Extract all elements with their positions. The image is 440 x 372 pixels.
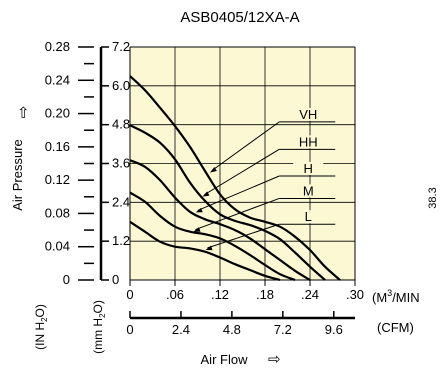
y-tick-label-inh2o: 0.12: [45, 172, 70, 187]
y-unit-mmh2o: (mm H2O): [91, 300, 107, 354]
curve-label-m: M: [303, 183, 314, 198]
y-tick-label-inh2o: 0.20: [45, 106, 70, 121]
curve-label-hh: HH: [299, 134, 318, 149]
x-axis-label: Air Flow: [201, 352, 249, 367]
curve-label-bg-h: [293, 161, 324, 175]
y-tick-label-mmh2o: 6.0: [112, 78, 130, 93]
curve-label-leader-l: [207, 223, 280, 249]
y-tick-label-mmh2o: 0: [112, 272, 119, 287]
x-tick-label-m3min: .30: [346, 287, 364, 302]
curve-label-h: H: [304, 161, 313, 176]
y-tick-label-mmh2o: 4.8: [112, 117, 130, 132]
x-axis-arrow-icon: ⇨: [268, 351, 281, 368]
curve-label-arrowhead-vh: [210, 166, 217, 173]
series-line-h: [129, 159, 311, 281]
y-ticks-mmh2o: 0 1.2 2.4 3.6 4.8 6.0 7.2: [101, 39, 130, 287]
y-tick-label-mmh2o: 2.4: [112, 194, 130, 209]
y-tick-label-inh2o: 0.04: [45, 239, 70, 254]
curve-label-bg-hh: [293, 135, 324, 149]
x-tick-label-m3min: 0: [126, 287, 133, 302]
x-tick-label-cfm: 2.4: [172, 322, 190, 337]
x-unit-m3min: (M3/MIN: [372, 288, 420, 305]
curve-label-bg-m: [293, 184, 324, 198]
series-line-vh: [129, 75, 341, 281]
curve-label-vh: VH: [299, 107, 317, 122]
y-tick-label-inh2o: 0.08: [45, 205, 70, 220]
x-ticks-cfm: 0 2.4 4.8 7.2 9.6: [126, 311, 343, 337]
y-axis-arrow-icon: ⇨: [15, 106, 32, 119]
y-tick-label-inh2o: 0.24: [45, 72, 70, 87]
x-tick-label-m3min: .18: [256, 287, 274, 302]
y-tick-label-inh2o: 0.28: [45, 39, 70, 54]
y-ticks-inh2o: 0 0.04 0.08 0.12 0.16 0.20 0.24 0.28: [45, 39, 94, 287]
x-tick-label-m3min: .24: [301, 287, 319, 302]
curve-label-arrowhead-l: [205, 245, 213, 251]
y-axis-label: Air Pressure: [10, 139, 25, 211]
curve-label-arrowhead-m: [193, 227, 201, 232]
x-tick-label-cfm: 9.6: [325, 322, 343, 337]
x-tick-label-cfm: 0: [126, 322, 133, 337]
x-unit-cfm: (CFM): [377, 320, 414, 335]
x-tick-label-m3min: .12: [211, 287, 229, 302]
series-line-l: [129, 220, 281, 282]
curve-label-leader-h: [197, 175, 280, 211]
x-tick-label-cfm: 7.2: [274, 322, 292, 337]
x-tick-label-m3min: .06: [166, 287, 184, 302]
y-tick-label-mmh2o: 1.2: [112, 233, 130, 248]
x-tick-label-cfm: 4.8: [223, 322, 241, 337]
x-ticks-m3min: 0 .06 .12 .18 .24 .30: [126, 280, 364, 302]
curve-label-bg-l: [293, 210, 324, 224]
curve-label-arrowhead-h: [195, 207, 203, 213]
y-tick-label-inh2o: 0.16: [45, 139, 70, 154]
curve-label-leader-vh: [211, 121, 280, 171]
y-unit-inh2o: (IN H2O): [33, 304, 49, 350]
y-tick-label-mmh2o: 7.2: [112, 39, 130, 54]
y-tick-label-inh2o: 0: [63, 272, 70, 287]
curve-label-leader-m: [195, 197, 280, 231]
chart-title: ASB0405/12XA-A: [180, 9, 299, 26]
side-text: 38.3: [427, 187, 439, 208]
y-tick-label-mmh2o: 3.6: [112, 156, 130, 171]
curve-label-bg-vh: [293, 107, 324, 121]
curve-label-arrowhead-hh: [202, 191, 210, 197]
curve-label-l: L: [305, 209, 312, 224]
series-line-m: [129, 191, 296, 282]
curve-label-leader-hh: [204, 148, 280, 196]
